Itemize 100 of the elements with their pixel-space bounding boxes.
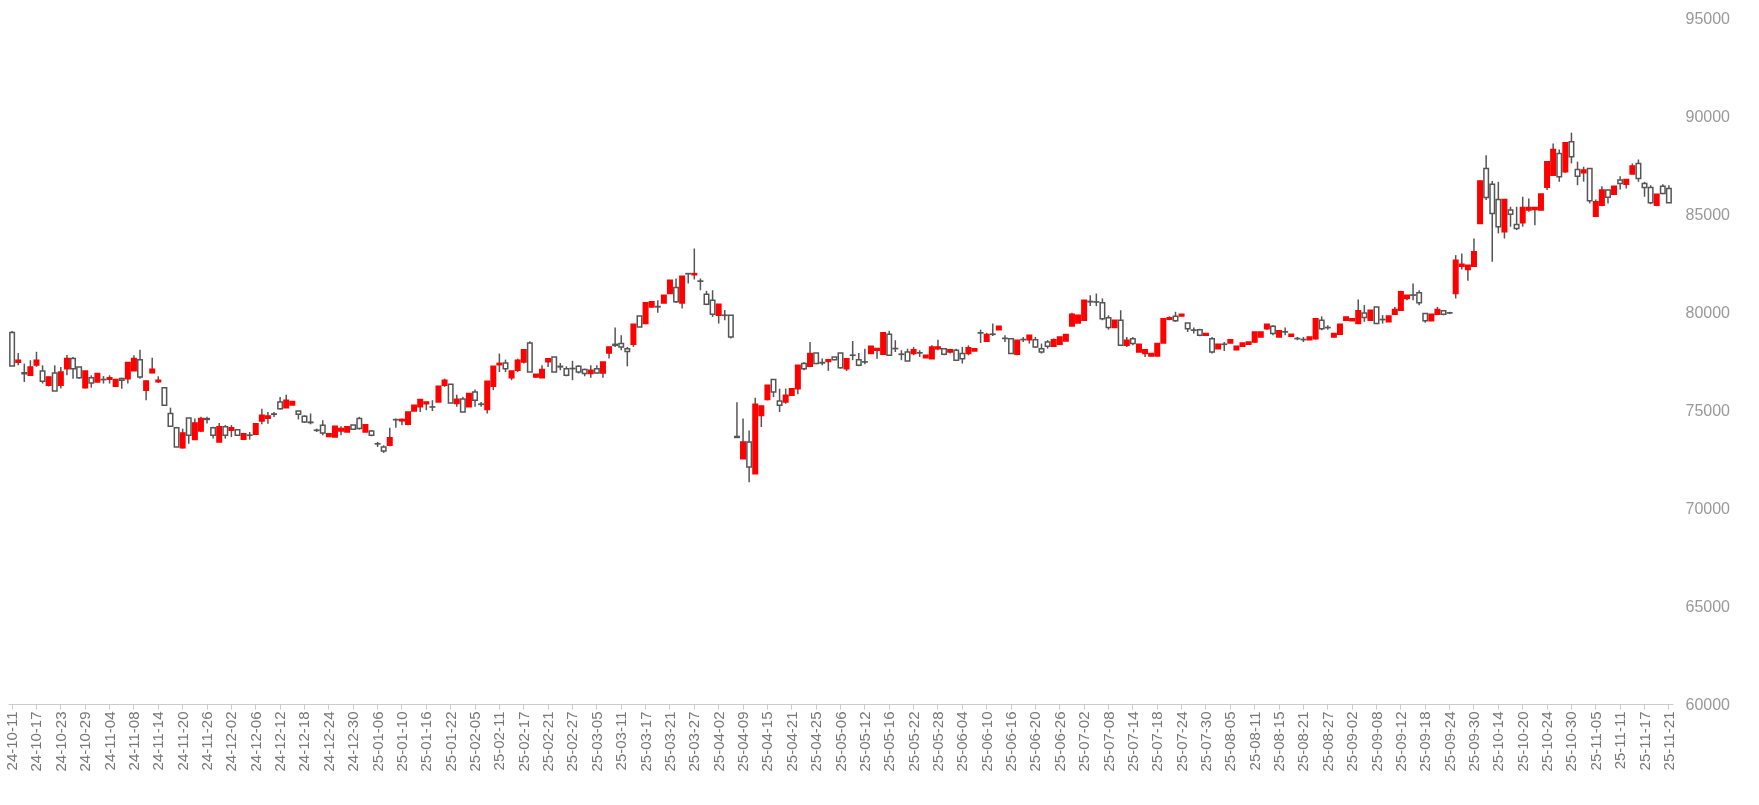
y-tick-label: 90000 (1685, 107, 1731, 125)
x-tick-label: 25-06-04 (953, 711, 971, 772)
x-tick-label: 25-05-06 (831, 711, 849, 772)
x-tick-label: 25-03-11 (612, 711, 630, 771)
x-tick-label: 25-09-30 (1464, 711, 1482, 772)
candlestick (185, 417, 192, 445)
candlestick (51, 364, 58, 392)
x-tick-label: 25-08-21 (1294, 711, 1312, 772)
x-tick-label: 24-12-30 (344, 711, 362, 772)
candlestick (204, 416, 211, 425)
x-tick-label: 25-07-30 (1196, 711, 1214, 772)
x-tick-label: 25-04-09 (734, 711, 752, 772)
x-tick-label: 25-11-21 (1659, 711, 1677, 771)
x-tick-label: 24-10-23 (51, 711, 69, 772)
candlestick (1556, 148, 1563, 183)
x-tick-label: 25-04-15 (758, 711, 776, 772)
x-tick-label: 25-07-08 (1099, 711, 1117, 772)
y-tick-label: 65000 (1685, 597, 1731, 615)
x-tick-label: 25-09-12 (1391, 711, 1409, 772)
x-tick-label: 24-12-02 (222, 711, 240, 772)
x-tick-label: 25-09-18 (1416, 711, 1434, 772)
candlestick (733, 401, 740, 439)
y-tick-label: 75000 (1685, 401, 1731, 419)
y-tick-label: 60000 (1685, 695, 1731, 713)
x-tick-label: 25-02-27 (563, 711, 581, 772)
candlestick (39, 364, 46, 385)
x-tick-label: 25-04-25 (807, 711, 825, 772)
x-tick-label: 25-07-24 (1172, 711, 1190, 772)
candlestick (685, 272, 692, 285)
x-tick-label: 24-12-18 (295, 711, 313, 772)
candlestick (1282, 326, 1289, 337)
y-tick-label: 95000 (1685, 9, 1731, 27)
candlestick (849, 340, 856, 361)
candlestick (1221, 341, 1228, 352)
x-tick-label: 25-06-16 (1002, 711, 1020, 772)
x-tick-label: 25-07-18 (1148, 711, 1166, 772)
x-tick-label: 25-09-24 (1440, 711, 1458, 772)
x-tick-label: 25-05-28 (928, 711, 946, 772)
candlestick (1617, 175, 1624, 191)
candlestick (654, 299, 661, 314)
x-tick-label: 24-12-12 (271, 711, 289, 772)
candlestick (143, 379, 150, 401)
x-tick-label: 25-01-16 (417, 711, 435, 772)
x-tick-label: 25-10-30 (1562, 711, 1580, 772)
x-tick-label: 25-01-22 (441, 711, 459, 772)
candlestick (137, 348, 144, 380)
x-tick-label: 25-04-02 (709, 711, 727, 772)
x-tick-label: 25-02-05 (466, 711, 484, 772)
x-tick-label: 25-08-27 (1318, 711, 1336, 772)
x-tick-label: 25-01-10 (392, 711, 410, 772)
x-tick-label: 25-10-24 (1538, 711, 1556, 772)
candlestick (1635, 158, 1642, 183)
x-tick-label: 25-03-27 (685, 711, 703, 772)
candlestick (776, 387, 783, 413)
x-tick-label: 25-01-06 (368, 711, 386, 772)
candlestick (1507, 206, 1514, 228)
x-tick-label: 25-06-10 (977, 711, 995, 772)
x-tick-label: 25-02-21 (539, 711, 557, 772)
candlestick (118, 377, 125, 390)
x-tick-label: 25-05-22 (904, 711, 922, 772)
x-tick-label: 25-03-21 (660, 711, 678, 772)
x-tick-label: 25-08-11 (1245, 711, 1263, 771)
x-tick-label: 24-12-06 (246, 711, 264, 772)
x-tick-label: 24-10-17 (27, 711, 45, 772)
x-tick-label: 24-12-24 (319, 711, 337, 772)
x-tick-label: 25-02-11 (490, 711, 508, 771)
x-tick-label: 25-06-26 (1050, 711, 1068, 772)
candlestick (673, 277, 680, 304)
candlestick (447, 383, 454, 404)
y-tick-label: 85000 (1685, 205, 1731, 223)
x-tick-label: 25-03-17 (636, 711, 654, 772)
x-tick-label: 25-11-17 (1635, 711, 1653, 771)
x-tick-label: 24-10-29 (76, 711, 94, 772)
x-tick-label: 25-10-14 (1489, 711, 1507, 772)
y-tick-label: 80000 (1685, 303, 1731, 321)
x-tick-label: 25-05-16 (880, 711, 898, 772)
x-tick-label: 24-11-04 (100, 711, 118, 771)
x-tick-label: 25-03-05 (587, 711, 605, 772)
candlestick (21, 362, 28, 383)
candlestick (1568, 131, 1575, 165)
x-tick-label: 25-11-05 (1586, 711, 1604, 771)
x-tick-label: 25-11-11 (1611, 711, 1629, 770)
x-tick-label: 25-04-21 (782, 711, 800, 772)
x-tick-label: 24-11-08 (124, 711, 142, 771)
x-tick-label: 25-07-14 (1123, 711, 1141, 772)
x-tick-label: 25-08-15 (1270, 711, 1288, 772)
x-tick-label: 25-10-20 (1513, 711, 1531, 772)
candlestick (392, 417, 399, 429)
candlestick (167, 406, 174, 428)
x-tick-label: 24-11-14 (149, 711, 167, 771)
candlestick (1574, 160, 1581, 186)
candlestick (989, 322, 996, 337)
candlestick (624, 346, 631, 368)
x-tick-label: 24-10-11 (3, 711, 21, 771)
candlestick (1513, 206, 1520, 231)
x-tick-label: 25-02-17 (514, 711, 532, 772)
x-tick-label: 25-09-02 (1343, 711, 1361, 772)
x-tick-label: 24-11-26 (198, 711, 216, 771)
y-tick-label: 70000 (1685, 499, 1731, 517)
x-tick-label: 25-05-12 (855, 711, 873, 772)
